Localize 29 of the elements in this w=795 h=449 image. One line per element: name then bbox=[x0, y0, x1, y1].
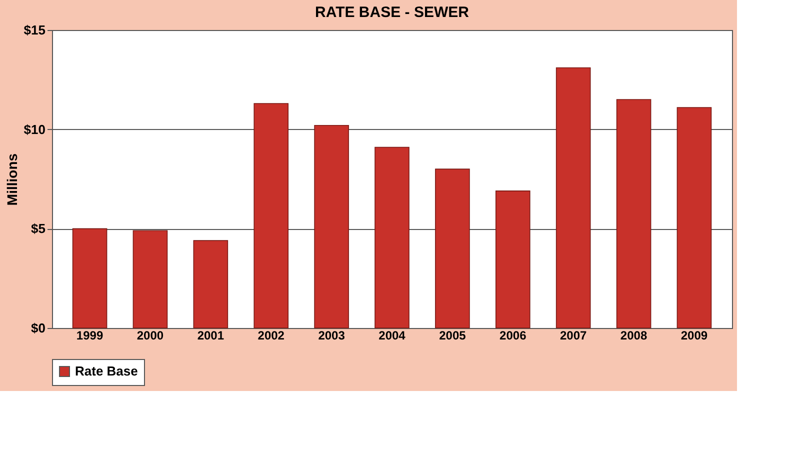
bar bbox=[616, 99, 652, 328]
bar bbox=[254, 103, 289, 328]
bar bbox=[72, 228, 108, 328]
bar bbox=[314, 124, 349, 328]
x-tick-label: 2009 bbox=[680, 328, 708, 342]
x-tick-label: 2000 bbox=[136, 328, 164, 342]
x-tick-label: 2007 bbox=[560, 328, 588, 342]
y-tick-label: $10 bbox=[24, 122, 46, 137]
bar bbox=[435, 168, 470, 328]
y-tick-label: $0 bbox=[31, 320, 46, 336]
bar bbox=[374, 146, 410, 328]
legend-label: Rate Base bbox=[75, 364, 138, 378]
bar bbox=[495, 190, 530, 328]
x-tick-label: 2002 bbox=[258, 328, 285, 342]
x-tick-label: 1999 bbox=[76, 328, 104, 342]
chart-title: RATE BASE - SEWER bbox=[315, 4, 470, 21]
bar bbox=[193, 240, 228, 328]
y-tick-label: $15 bbox=[24, 22, 46, 38]
y-tick-label: $5 bbox=[31, 221, 46, 236]
bar bbox=[676, 107, 712, 328]
x-tick-label: 2001 bbox=[197, 328, 224, 342]
x-tick-label: 2003 bbox=[318, 328, 346, 342]
x-tick-label: 2004 bbox=[378, 328, 406, 342]
y-axis-title: Millions bbox=[4, 153, 20, 206]
x-tick-label: 2006 bbox=[500, 328, 527, 342]
x-tick-label: 2008 bbox=[620, 328, 648, 342]
x-tick-label: 2005 bbox=[439, 328, 466, 342]
bar bbox=[132, 230, 168, 328]
bar bbox=[556, 67, 591, 328]
